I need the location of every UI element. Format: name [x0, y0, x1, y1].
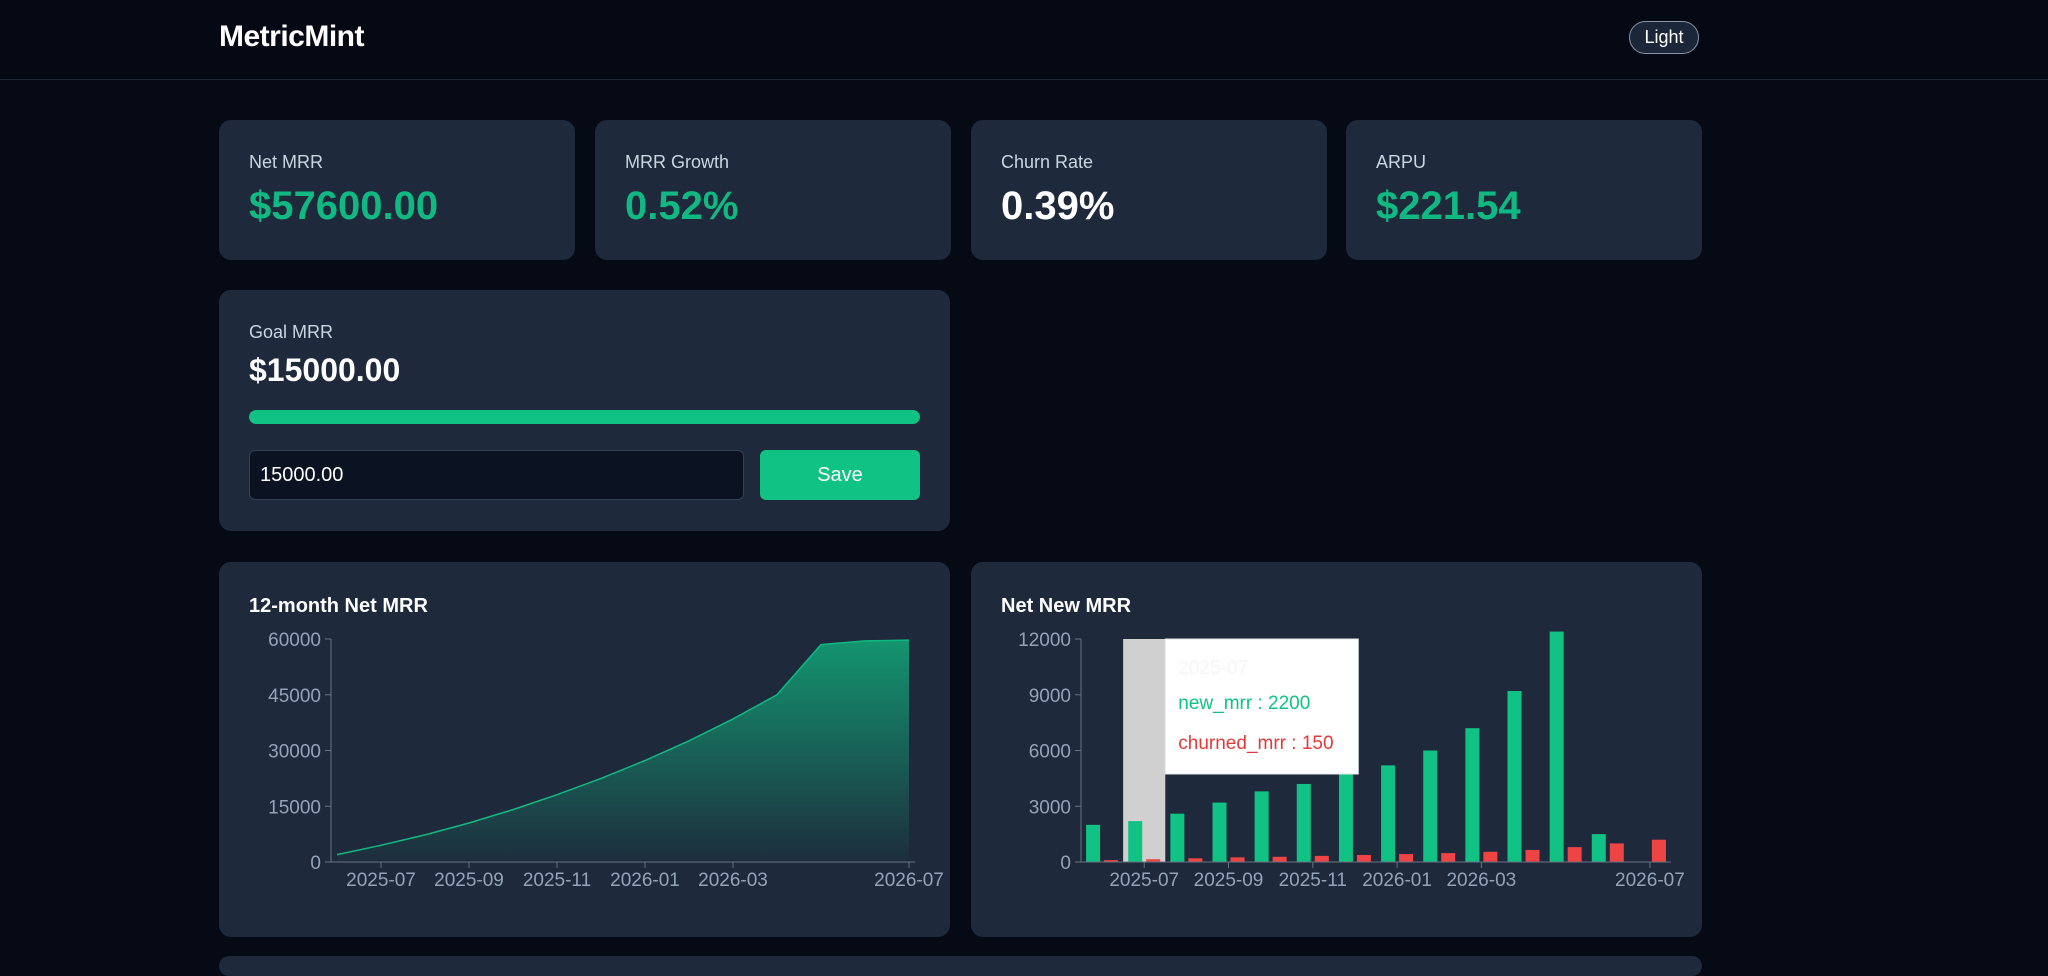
kpi-label: Net MRR	[249, 152, 323, 173]
x-tick-label: 2026-01	[610, 870, 680, 891]
x-tick-label: 2026-07	[1615, 870, 1685, 891]
new_mrr-bar[interactable]	[1508, 691, 1522, 862]
y-tick-label: 3000	[1029, 797, 1071, 818]
x-tick-label: 2026-03	[698, 870, 768, 891]
tooltip-churned-mrr: churned_mrr : 150	[1178, 733, 1333, 754]
goal-value: $15000.00	[249, 352, 400, 389]
theme-toggle-button[interactable]: Light	[1629, 21, 1699, 54]
kpi-card-arpu: ARPU $221.54	[1346, 120, 1702, 260]
net-mrr-area-chart: 0 15000 30000 45000 60000 2025-07 2025-09 2025-…	[219, 562, 950, 937]
x-tick-label: 2026-01	[1362, 870, 1432, 891]
churned_mrr-bar[interactable]	[1188, 858, 1202, 862]
top-bar: MetricMint Light	[0, 0, 2048, 80]
x-tick-label: 2025-09	[434, 870, 504, 891]
net-mrr-area	[337, 640, 909, 862]
new_mrr-bar[interactable]	[1297, 784, 1311, 862]
y-tick-label: 9000	[1029, 686, 1071, 707]
churned_mrr-bar[interactable]	[1441, 853, 1455, 862]
goal-progress-fill	[249, 410, 920, 424]
new_mrr-bar[interactable]	[1465, 728, 1479, 862]
tooltip-label: 2025-07	[1178, 658, 1248, 679]
y-tick-label: 45000	[268, 686, 321, 707]
y-tick-label: 30000	[268, 742, 321, 763]
new_mrr-bar[interactable]	[1213, 803, 1227, 862]
x-tick-label: 2026-07	[874, 870, 944, 891]
new_mrr-bar[interactable]	[1128, 821, 1142, 862]
new_mrr-bar[interactable]	[1170, 814, 1184, 862]
y-tick-label: 0	[1060, 853, 1071, 874]
x-tick-label: 2025-11	[1279, 870, 1347, 891]
churned_mrr-bar[interactable]	[1273, 857, 1287, 862]
x-tick-label: 2025-09	[1194, 870, 1264, 891]
new_mrr-bar[interactable]	[1592, 834, 1606, 862]
new_mrr-bar[interactable]	[1381, 765, 1395, 862]
kpi-card-net-mrr: Net MRR $57600.00	[219, 120, 575, 260]
goal-card: Goal MRR $15000.00 Save	[219, 290, 950, 531]
new_mrr-bar[interactable]	[1255, 791, 1269, 862]
churned_mrr-bar[interactable]	[1315, 856, 1329, 862]
goal-input[interactable]	[249, 450, 744, 500]
y-tick-label: 0	[310, 853, 321, 874]
kpi-card-mrr-growth: MRR Growth 0.52%	[595, 120, 951, 260]
x-tick-label: 2025-11	[523, 870, 591, 891]
churned_mrr-bar[interactable]	[1610, 843, 1624, 862]
churned_mrr-bar[interactable]	[1652, 840, 1666, 862]
y-tick-label: 12000	[1018, 630, 1071, 651]
y-tick-label: 6000	[1029, 742, 1071, 763]
new_mrr-bar[interactable]	[1086, 825, 1100, 862]
goal-progress-bar	[249, 410, 920, 424]
kpi-label: MRR Growth	[625, 152, 729, 173]
kpi-label: Churn Rate	[1001, 152, 1093, 173]
churned_mrr-bar[interactable]	[1231, 857, 1245, 862]
next-card-edge	[219, 956, 1702, 976]
x-tick-label: 2026-03	[1446, 870, 1516, 891]
churned_mrr-bar[interactable]	[1399, 854, 1413, 862]
new_mrr-bar[interactable]	[1339, 773, 1353, 862]
churned_mrr-bar[interactable]	[1357, 855, 1371, 862]
kpi-value: 0.52%	[625, 184, 738, 229]
churned_mrr-bar[interactable]	[1568, 847, 1582, 862]
y-tick-label: 60000	[268, 630, 321, 651]
tooltip-new-mrr: new_mrr : 2200	[1178, 693, 1310, 714]
x-tick-label: 2025-07	[1109, 870, 1179, 891]
x-tick-label: 2025-07	[346, 870, 416, 891]
goal-label: Goal MRR	[249, 322, 333, 343]
net-new-mrr-bar-chart: 0 3000 6000 9000 12000 2025-07 2025-09 2025-11 2…	[971, 562, 1702, 937]
save-button[interactable]: Save	[760, 450, 920, 500]
kpi-value: $57600.00	[249, 184, 438, 229]
kpi-label: ARPU	[1376, 152, 1426, 173]
churned_mrr-bar[interactable]	[1483, 852, 1497, 862]
kpi-card-churn-rate: Churn Rate 0.39%	[971, 120, 1327, 260]
new_mrr-bar[interactable]	[1423, 751, 1437, 863]
churned_mrr-bar[interactable]	[1526, 850, 1540, 862]
y-tick-label: 15000	[268, 797, 321, 818]
kpi-value: $221.54	[1376, 184, 1521, 229]
new_mrr-bar[interactable]	[1550, 632, 1564, 862]
brand-logo[interactable]: MetricMint	[219, 20, 364, 54]
kpi-value: 0.39%	[1001, 184, 1114, 229]
